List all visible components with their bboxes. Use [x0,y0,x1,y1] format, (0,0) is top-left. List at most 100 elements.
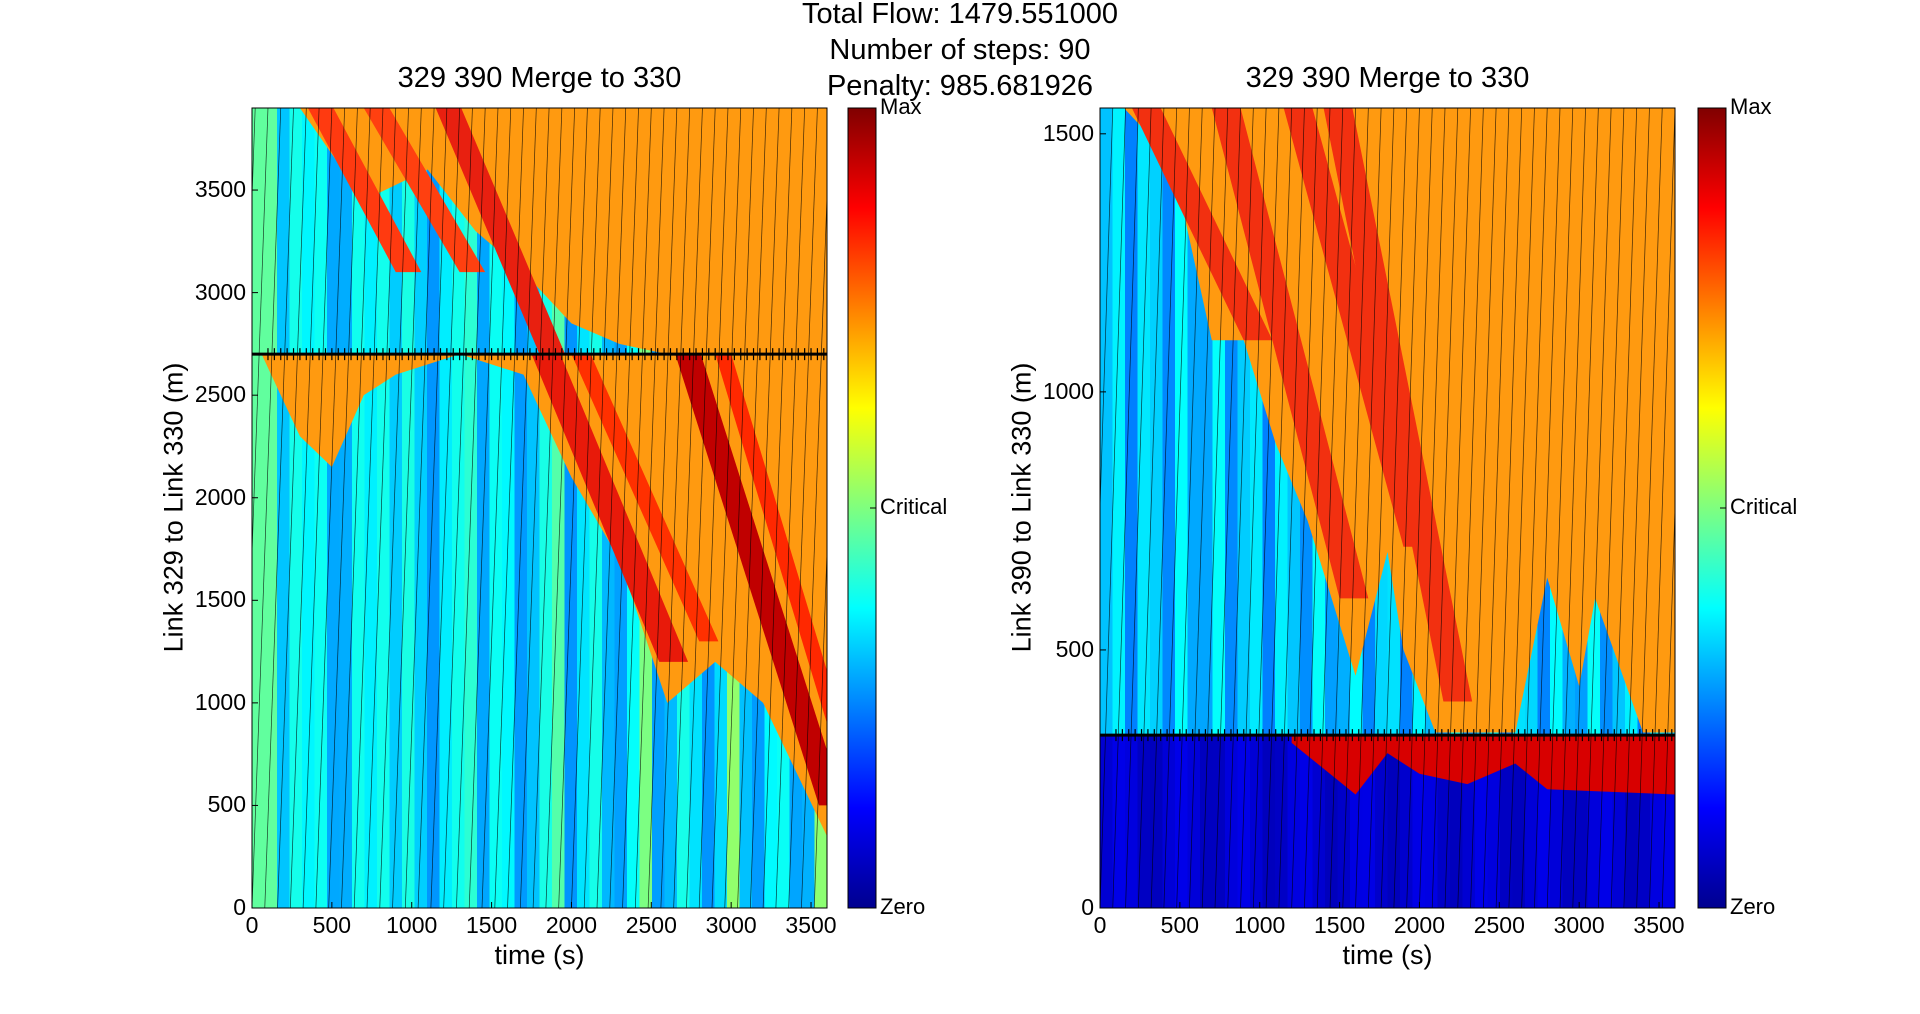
queued-region-stripe [1137,735,1151,908]
trajectory-line [1585,108,1612,908]
queued-region-stripe [1312,735,1326,908]
trajectory-line [1036,108,1062,908]
trajectory-line [660,108,690,908]
trajectory-line [959,108,985,908]
trajectory-line [1457,108,1484,908]
trajectory-line [1278,108,1305,908]
x-tick-label: 0 [245,912,259,938]
trajectory-line [1636,108,1663,908]
x-tick-label: 3500 [1633,912,1685,938]
colorbar-label-critical: Critical [1730,494,1798,519]
free-flow-stripe [302,108,316,908]
x-tick-label: 1000 [386,912,438,938]
shockwave-band [675,354,827,806]
queued-region-stripe [1200,735,1214,908]
queued-region-stripe [1375,735,1389,908]
trajectory-line [1470,108,1497,908]
queued-region-stripe [1225,735,1239,908]
queued-region-stripe [1387,735,1401,908]
trajectory-line [468,108,499,908]
trajectory-line [1291,108,1318,908]
y-axis-label: Link 329 to Link 330 (m) [158,362,189,653]
trajectory-line [22,108,51,908]
queue-region [1291,735,1675,795]
trajectory-line [1112,108,1139,908]
trajectory-line [99,108,128,908]
x-tick-label: 0 [1093,912,1107,938]
trajectory-line [545,108,575,908]
trajectory-line [252,108,269,563]
trajectory-line [698,108,729,908]
trajectory-line [1329,108,1356,908]
trajectory-line [686,108,716,908]
shockwave-band [1323,108,1473,702]
free-flow-stripe [1150,108,1164,908]
plot-area-1 [9,108,827,908]
trajectory-line [609,108,639,908]
free-flow-stripe [414,108,428,908]
free-flow-stripe [264,108,278,908]
y-tick-label: 2000 [194,483,246,510]
trajectory-line [1125,108,1152,908]
plot-title: 329 390 Merge to 330 [397,62,682,94]
queued-region-stripe [1412,735,1426,908]
trajectory-line [443,108,473,908]
trajectory-line [417,108,448,908]
free-flow-stripe [1100,108,1114,908]
trajectory-line [749,108,780,908]
free-flow-stripe [314,108,328,908]
colorbar-label-max: Max [1730,94,1772,119]
trajectory-line [558,108,588,908]
trajectory-line [1252,108,1280,908]
colorbar-label-zero: Zero [1730,894,1776,919]
free-flow-stripe [427,108,441,908]
queued-region-stripe [1425,735,1439,908]
trajectory-line [341,108,371,908]
upstream-wave-band [307,108,422,273]
trajectory-line [1100,108,1126,908]
trajectory-line [1508,108,1535,908]
trajectory-line [430,108,460,908]
trajectory-line [1163,108,1190,908]
trajectory-line [1419,108,1446,908]
trajectory-line [111,108,140,908]
trajectory-line [775,108,805,908]
trajectory-line [379,108,409,908]
trajectory-line [1495,108,1523,908]
trajectory-line [1380,108,1408,908]
trajectory-line [1482,108,1510,908]
trajectory-line [596,108,627,908]
trajectory-line [571,108,601,908]
free-flow-stripe [389,108,403,908]
y-tick-label: 1000 [194,688,246,715]
trajectory-line [1367,108,1395,908]
trajectory-line [60,108,89,908]
trajectory-line [1100,108,1114,519]
trajectory-line [366,108,397,908]
y-tick-label: 1000 [1042,377,1094,404]
trajectory-line [456,108,486,908]
trajectory-line [1406,108,1433,908]
trajectory-line [1559,108,1586,908]
colorbar-label-zero: Zero [880,894,926,919]
trajectory-line [315,108,345,908]
x-tick-label: 1000 [1234,912,1286,938]
queued-region-stripe [1112,735,1126,908]
trajectory-line [622,108,652,908]
trajectory-line [788,108,818,908]
trajectory-line [801,187,827,908]
trajectory-line [9,108,38,908]
axes-frame [251,107,828,909]
free-flow-stripe [327,108,341,908]
trajectory-line [1316,108,1344,908]
y-tick-label: 500 [207,791,246,818]
x-tick-label: 1500 [1313,912,1366,938]
x-tick-label: 3000 [705,912,757,938]
trajectory-line [1189,108,1216,908]
trajectory-line [1214,108,1241,908]
trajectory-line [494,108,524,908]
suptitle-penalty: Penalty: 985.681926 [826,70,1094,102]
queued-region-stripe [1237,735,1251,908]
x-tick-label: 1500 [465,912,518,938]
x-tick-label: 2500 [1473,912,1525,938]
